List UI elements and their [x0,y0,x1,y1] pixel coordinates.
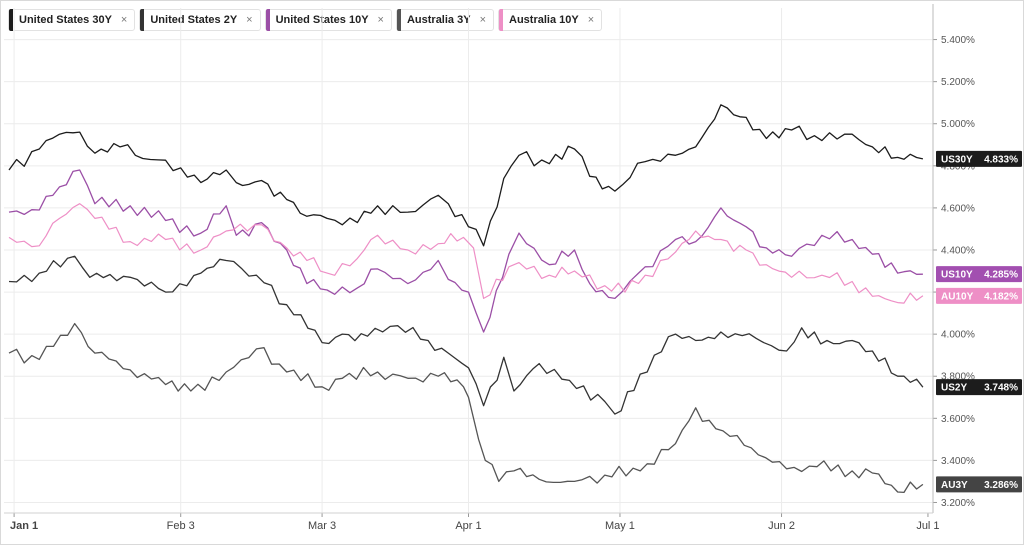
x-tick-label: Jul 1 [916,520,939,532]
tag-value: 3.748% [984,383,1018,394]
legend-chip-au3y[interactable]: Australia 3Y × [395,9,494,31]
last-value-tag-au10y: AU10Y 4.182% [936,287,1022,304]
legend-chip-au10y[interactable]: Australia 10Y × [498,9,603,31]
close-icon[interactable]: × [587,14,595,26]
legend-chip-us2y[interactable]: United States 2Y × [139,9,261,31]
tag-bg [936,379,1022,396]
close-icon[interactable]: × [479,14,486,26]
tag-symbol: US30Y [941,154,973,165]
series-line-au3y [8,322,924,494]
legend-label: United States 30Y [19,14,112,26]
tag-symbol: US10Y [941,270,973,281]
axes: 3.200%3.400%3.600%3.800%4.000%4.200%4.40… [4,4,975,532]
last-value-tag-us30y: US30Y 4.833% [936,150,1022,167]
x-tick-label: Apr 1 [455,520,481,532]
legend-swatch [265,9,270,31]
last-value-tags: US30Y 4.833% US2Y 3.748% US10Y 4.285% AU3Y 3.28… [936,150,1022,493]
legend-label: Australia 10Y [509,14,579,26]
last-value-tag-au3y: AU3Y 3.286% [936,476,1022,493]
legend-bar: United States 30Y × United States 2Y × U… [8,9,603,31]
x-tick-label: Jan 1 [10,520,38,532]
tag-symbol: US2Y [941,383,967,394]
x-tick-label: Mar 3 [308,520,336,532]
last-value-tag-us10y: US10Y 4.285% [936,266,1022,283]
series-line-us10y [8,169,923,333]
x-tick-label: May 1 [605,520,635,532]
last-value-tag-us2y: US2Y 3.748% [936,379,1022,396]
legend-swatch [499,9,503,31]
series-line-us30y [8,104,924,247]
series-lines [8,104,924,494]
y-tick-label: 4.600% [941,203,975,214]
tag-bg [936,287,1022,304]
close-icon[interactable]: × [377,14,384,26]
y-tick-label: 5.400% [941,35,975,46]
legend-swatch [396,9,401,31]
x-tick-label: Feb 3 [167,520,195,532]
tag-symbol: AU10Y [941,291,974,302]
legend-chip-us30y[interactable]: United States 30Y × [8,9,136,31]
legend-chip-us10y[interactable]: United States 10Y × [264,9,392,31]
tag-bg [936,266,1022,283]
y-tick-label: 4.000% [941,330,975,341]
tag-bg [936,150,1022,167]
legend-label: United States 2Y [150,14,238,26]
close-icon[interactable]: × [120,14,128,26]
y-tick-label: 3.800% [941,372,975,383]
tag-value: 4.833% [984,154,1018,165]
x-tick-label: Jun 2 [768,520,795,532]
tag-value: 3.286% [984,480,1018,491]
y-tick-label: 4.400% [941,245,975,256]
grid [4,8,933,513]
y-tick-label: 3.200% [941,498,975,509]
close-icon[interactable]: × [246,14,253,26]
legend-swatch [9,9,13,31]
y-tick-label: 3.400% [941,456,975,467]
y-tick-label: 5.000% [941,119,975,130]
legend-label: Australia 3Y [406,14,471,26]
y-tick-label: 3.600% [941,414,975,425]
tag-bg [936,476,1022,493]
legend-swatch [140,9,145,31]
series-line-au10y [8,203,924,304]
y-tick-label: 5.200% [941,77,975,88]
tag-value: 4.285% [984,270,1018,281]
series-line-us2y [8,255,924,415]
tag-value: 4.182% [984,291,1018,302]
tag-symbol: AU3Y [941,480,968,491]
